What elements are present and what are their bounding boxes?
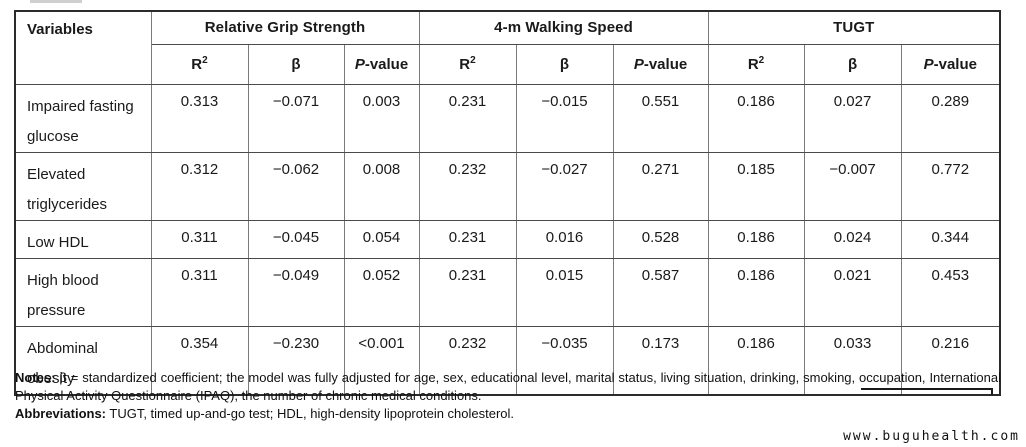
value-cell: 0.313 [150,83,249,153]
variable-cell: Abdominal obesity [14,325,152,395]
value-cell: 0.271 [612,151,709,221]
group-header-4m-walking-speed: 4-m Walking Speed [418,10,709,45]
value-cell: −0.045 [247,219,345,259]
value-cell: 0.186 [707,325,805,395]
value-cell: 0.312 [150,151,249,221]
value-cell: −0.062 [247,151,345,221]
column-header-pvalue-tugt: P-value [900,43,1001,85]
abbreviations-label: Abbreviations: [15,406,107,421]
abbreviations-text: Abbreviations: TUGT, timed up-and-go tes… [15,406,515,421]
value-cell: −0.035 [515,325,614,395]
value-cell: 0.008 [343,151,420,221]
value-cell: 0.528 [612,219,709,259]
column-header-r2-walk: R2 [418,43,517,85]
value-cell: −0.049 [247,257,345,327]
value-cell: 0.231 [418,83,517,153]
value-cell: 0.173 [612,325,709,395]
column-header-pvalue-walk: P-value [612,43,709,85]
column-header-variables: Variables [14,10,152,85]
value-cell: 0.054 [343,219,420,259]
value-cell: 0.311 [150,257,249,327]
column-header-beta-walk: β [515,43,614,85]
column-header-pvalue-grip: P-value [343,43,420,85]
value-cell: 0.354 [150,325,249,395]
value-cell: 0.021 [803,257,902,327]
value-cell: 0.231 [418,257,517,327]
table-row-high-blood-pressure: High blood pressure 0.311 −0.049 0.052 0… [14,257,1001,327]
value-cell: 0.311 [150,219,249,259]
value-cell: 0.551 [612,83,709,153]
value-cell: 0.772 [900,151,1001,221]
value-cell: 0.232 [418,151,517,221]
variable-cell: Impaired fasting glucose [14,83,152,153]
notes-text: Notes: β = standardized coefficient; the… [15,370,1001,403]
value-cell: 0.033 [803,325,902,395]
value-cell: 0.453 [900,257,1001,327]
group-header-row: Variables Relative Grip Strength 4-m Wal… [14,10,1001,85]
value-cell: 0.016 [515,219,614,259]
column-header-beta-grip: β [247,43,345,85]
value-cell: 0.027 [803,83,902,153]
value-cell: 0.015 [515,257,614,327]
value-cell: 0.186 [707,83,805,153]
table-row-impaired-fasting-glucose: Impaired fasting glucose 0.313 −0.071 0.… [14,83,1001,153]
table-row-elevated-triglycerides: Elevated triglycerides 0.312 −0.062 0.00… [14,151,1001,221]
table-footnotes: Notes: β = standardized coefficient; the… [15,369,1001,423]
annotation-underline [861,388,993,395]
table-row-abdominal-obesity: Abdominal obesity 0.354 −0.230 <0.001 0.… [14,325,1001,395]
value-cell: 0.344 [900,219,1001,259]
variable-cell: High blood pressure [14,257,152,327]
value-cell: −0.230 [247,325,345,395]
column-header-r2-grip: R2 [150,43,249,85]
column-header-beta-tugt: β [803,43,902,85]
sub-header-row: R2 β P-value R2 β P-value R2 β P-value [15,43,1001,85]
value-cell: 0.231 [418,219,517,259]
value-cell: 0.186 [707,219,805,259]
value-cell: 0.186 [707,257,805,327]
regression-results-table: Variables Relative Grip Strength 4-m Wal… [14,10,1002,396]
value-cell: 0.587 [612,257,709,327]
notes-label: Notes: [15,370,56,385]
value-cell: −0.015 [515,83,614,153]
value-cell: −0.027 [515,151,614,221]
value-cell: 0.216 [900,325,1001,395]
value-cell: 0.024 [803,219,902,259]
variable-cell: Low HDL [14,219,152,259]
value-cell: 0.052 [343,257,420,327]
table-row-low-hdl: Low HDL 0.311 −0.045 0.054 0.231 0.016 0… [14,219,1001,259]
column-header-r2-tugt: R2 [707,43,805,85]
top-edge-artifact [30,0,82,3]
value-cell: <0.001 [343,325,420,395]
group-header-tugt: TUGT [707,10,1001,45]
value-cell: 0.003 [343,83,420,153]
value-cell: −0.071 [247,83,345,153]
value-cell: 0.232 [418,325,517,395]
value-cell: 0.289 [900,83,1001,153]
value-cell: 0.185 [707,151,805,221]
value-cell: −0.007 [803,151,902,221]
watermark-url: www.buguhealth.com [843,429,1020,444]
variable-cell: Elevated triglycerides [14,151,152,221]
group-header-relative-grip-strength: Relative Grip Strength [150,10,420,45]
